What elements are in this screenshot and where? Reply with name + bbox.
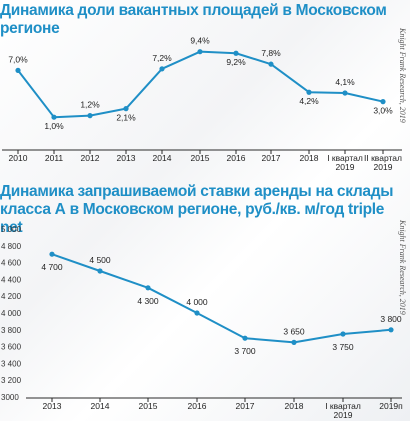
data-label: 1,0% — [44, 121, 64, 131]
x-tick-label: II квартал — [364, 153, 402, 163]
data-point — [51, 114, 57, 120]
y-tick-label: 3 200 — [1, 376, 22, 385]
series-line — [51, 253, 392, 344]
data-point — [49, 251, 55, 257]
data-point — [123, 106, 129, 112]
y-tick-label: 5 000 — [1, 225, 22, 234]
x-tick-label-line2: 2019 — [336, 162, 355, 172]
data-label: 9,4% — [190, 36, 210, 46]
x-tick-label: 2017 — [236, 401, 255, 411]
x-tick-label: 2017 — [262, 153, 281, 163]
data-point — [340, 331, 346, 337]
data-label: 4,2% — [299, 96, 319, 106]
x-tick-label: 2016 — [188, 401, 207, 411]
y-tick-label: 4 200 — [1, 292, 22, 301]
y-tick-label: 3 600 — [1, 343, 22, 352]
x-tick-label: 2011 — [45, 153, 64, 163]
x-tick-label: 2013 — [43, 401, 62, 411]
y-tick-label: 3 400 — [1, 359, 22, 368]
y-tick-label: 4 400 — [1, 275, 22, 284]
data-point — [306, 89, 312, 95]
chart-title-rent: Динамика запрашиваемой ставки аренды на … — [0, 183, 394, 236]
x-tick-label: 2018 — [300, 153, 319, 163]
data-label: 4 700 — [41, 262, 63, 272]
data-label: 4 500 — [89, 255, 111, 265]
data-point — [242, 335, 248, 341]
data-label: 4 000 — [186, 297, 208, 307]
data-label: 2,1% — [116, 113, 136, 123]
y-tick-label: 4 800 — [1, 242, 22, 251]
vacancy-line-chart: 2010 2011 2012 2013 2014 2015 2016 2017 2018 I кв… — [2, 36, 402, 172]
data-label: 3,0% — [373, 106, 393, 116]
data-point — [15, 67, 21, 73]
x-tick-label: 2014 — [91, 401, 110, 411]
x-tick-label: 2018 — [285, 401, 304, 411]
x-tick-label: 2019п — [379, 401, 403, 411]
x-tick-label: 2016 — [227, 153, 246, 163]
x-tick-label: I квартал — [325, 401, 361, 411]
x-tick-label: 2014 — [153, 153, 172, 163]
data-point — [159, 66, 165, 72]
data-label: 4,1% — [335, 77, 355, 87]
data-point — [342, 90, 348, 96]
x-tick-label-line2: 2019 — [334, 410, 353, 420]
x-tick-label: 2015 — [139, 401, 158, 411]
data-label: 3 700 — [234, 346, 256, 356]
data-label: 7,2% — [152, 53, 172, 63]
data-point — [97, 268, 103, 274]
y-tick-label: 4 000 — [1, 309, 22, 318]
data-point — [291, 339, 297, 345]
data-point — [268, 61, 274, 67]
y-tick-label: 4 600 — [1, 259, 22, 268]
x-tick-label: I квартал — [327, 153, 363, 163]
data-label: 7,0% — [8, 54, 28, 64]
data-point — [388, 327, 394, 333]
data-label: 4 300 — [137, 296, 159, 306]
x-tick-label: 2012 — [81, 153, 100, 163]
data-label: 1,2% — [80, 100, 100, 110]
data-label: 3 800 — [380, 314, 402, 324]
x-tick-label: 2013 — [117, 153, 136, 163]
x-tick-label: 2015 — [191, 153, 210, 163]
x-tick-label: 2010 — [9, 153, 28, 163]
data-label: 3 650 — [283, 326, 305, 336]
data-point — [380, 99, 386, 105]
data-point — [233, 50, 239, 56]
data-label: 7,8% — [261, 48, 281, 58]
data-point — [145, 285, 151, 291]
data-point — [194, 310, 200, 316]
data-point — [87, 113, 93, 119]
data-label: 9,2% — [226, 57, 246, 67]
data-point — [197, 49, 203, 55]
x-tick-label-line2: 2019 — [374, 162, 393, 172]
y-tick-label: 3000 — [1, 393, 19, 402]
y-tick-label: 3 800 — [1, 326, 22, 335]
data-label: 3 750 — [332, 342, 354, 352]
chart-title-vacancy: Динамика доли вакантных площадей в Моско… — [0, 2, 387, 37]
